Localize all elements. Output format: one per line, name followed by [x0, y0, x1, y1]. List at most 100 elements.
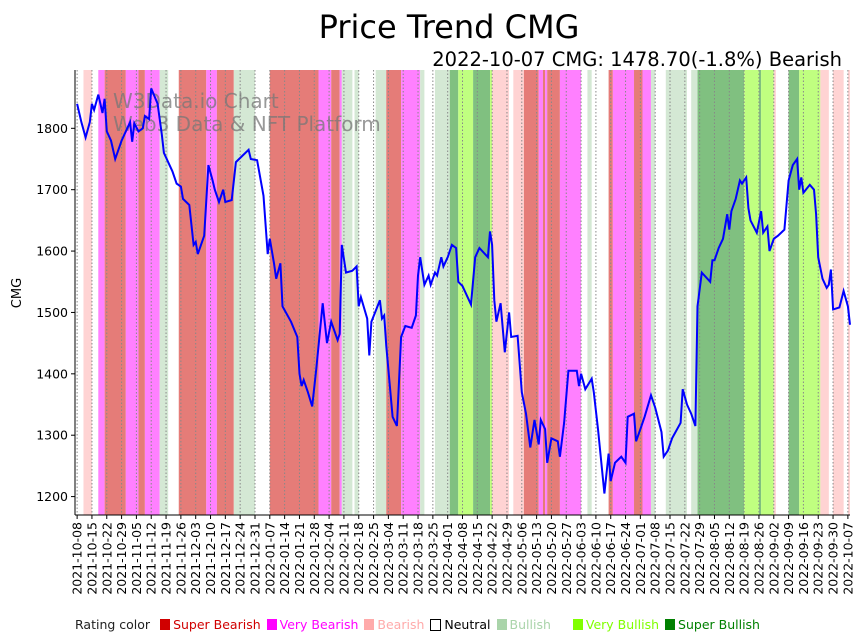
x-tick-label: 2022-10-07	[840, 522, 855, 595]
y-tick-label: 1300	[36, 428, 68, 443]
x-tick-label: 2021-12-31	[247, 522, 262, 595]
band-very-bullish	[799, 70, 821, 515]
band-very-bearish	[401, 70, 421, 515]
x-tick-label: 2021-11-12	[144, 522, 159, 595]
legend-item-super-bullish: Super Bullish	[665, 617, 760, 632]
band-very-bearish	[545, 70, 548, 515]
band-very-bullish	[744, 70, 759, 515]
band-very-bearish	[98, 70, 105, 515]
x-tick-label: 2022-07-01	[633, 522, 648, 595]
legend-label: Super Bearish	[173, 617, 261, 632]
legend-swatch	[665, 619, 676, 630]
x-tick-label: 2022-04-15	[470, 522, 485, 595]
axes: 2021-10-08 2021-10-15 2021-10-22 2021-10-29…	[36, 70, 855, 595]
x-tick-label: 2021-11-19	[159, 522, 174, 595]
y-axis-label: CMG	[10, 278, 25, 308]
band-very-bearish	[206, 70, 217, 515]
x-tick-label: 2022-07-08	[648, 522, 663, 595]
watermark-line-2: Web3 Data & NFT Platform	[113, 112, 381, 136]
x-tick-label: 2021-10-08	[70, 522, 85, 595]
band-super-bullish	[473, 70, 491, 515]
legend-swatch	[160, 619, 171, 630]
x-tick-label: 2022-02-04	[322, 522, 337, 595]
y-tick-label: 1700	[36, 182, 68, 197]
x-tick-label: 2021-10-15	[84, 522, 99, 595]
x-tick-label: 2021-11-05	[129, 522, 144, 595]
legend-item-very-bullish: Very Bullish	[572, 617, 660, 632]
x-tick-label: 2021-12-17	[218, 522, 233, 595]
legend-item-super-bearish: Super Bearish	[160, 617, 261, 632]
x-tick-label: 2022-05-13	[529, 522, 544, 595]
legend-swatch	[364, 619, 375, 630]
x-tick-label: 2022-01-07	[262, 522, 277, 595]
x-tick-label: 2022-09-16	[796, 522, 811, 595]
x-tick-label: 2022-01-14	[277, 522, 292, 595]
x-tick-label: 2022-06-24	[618, 522, 633, 595]
band-super-bearish	[542, 70, 546, 515]
band-super-bearish	[547, 70, 560, 515]
band-very-bearish	[559, 70, 582, 515]
x-tick-label: 2022-07-22	[677, 522, 692, 595]
band-bullish	[650, 70, 656, 515]
x-tick-label: 2022-01-21	[292, 522, 307, 595]
legend: Rating color Super Bearish Very Bearish Be…	[75, 617, 766, 632]
x-tick-label: 2022-04-01	[440, 522, 455, 595]
legend-item-very-bearish: Very Bearish	[266, 617, 359, 632]
legend-label: Bullish	[509, 617, 551, 632]
legend-item-bearish: Bearish	[364, 617, 424, 632]
chart-subtitle: 2022-10-07 CMG: 1478.70(-1.8%) Bearish	[432, 48, 842, 71]
x-tick-label: 2022-04-22	[485, 522, 500, 595]
x-tick-label: 2022-08-12	[722, 522, 737, 595]
band-very-bearish	[125, 70, 139, 515]
band-bearish	[513, 70, 524, 515]
x-tick-label: 2022-04-29	[499, 522, 514, 595]
x-tick-label: 2022-09-30	[826, 522, 841, 595]
y-tick-label: 1200	[36, 489, 68, 504]
x-tick-label: 2022-06-17	[603, 522, 618, 595]
watermark-line-1: W3Data.io Chart	[113, 89, 279, 113]
watermark: W3Data.io Chart Web3 Data & NFT Platform	[113, 89, 381, 136]
legend-item-neutral: Neutral	[430, 617, 491, 632]
band-bullish	[233, 70, 255, 515]
x-tick-label: 2022-02-18	[351, 522, 366, 595]
band-bullish	[159, 70, 169, 515]
band-bearish	[847, 70, 850, 515]
legend-label: Very Bullish	[585, 617, 660, 632]
band-very-bearish	[538, 70, 543, 515]
band-bearish	[833, 70, 844, 515]
x-tick-label: 2022-07-29	[692, 522, 707, 595]
band-super-bullish	[449, 70, 459, 515]
x-tick-label: 2022-05-06	[514, 522, 529, 595]
band-bullish	[354, 70, 359, 515]
x-tick-label: 2021-10-22	[99, 522, 114, 595]
x-tick-label: 2021-12-24	[233, 522, 248, 595]
legend-label: Very Bearish	[279, 617, 359, 632]
legend-swatch	[496, 619, 507, 630]
price-line	[76, 88, 851, 494]
band-super-bearish	[178, 70, 207, 515]
x-tick-label: 2021-12-10	[203, 522, 218, 595]
band-very-bearish	[612, 70, 635, 515]
band-super-bearish	[104, 70, 126, 515]
band-super-bullish	[758, 70, 762, 515]
x-tick-label: 2022-09-09	[781, 522, 796, 595]
band-bearish	[492, 70, 510, 515]
x-tick-label: 2022-03-18	[411, 522, 426, 595]
band-very-bearish	[642, 70, 651, 515]
band-super-bearish	[523, 70, 539, 515]
legend-swatch	[430, 618, 442, 631]
chart-title: Price Trend CMG	[319, 8, 580, 46]
x-tick-label: 2022-02-11	[336, 522, 351, 595]
legend-item-bullish: Bullish	[496, 617, 551, 632]
band-super-bearish	[138, 70, 145, 515]
band-bullish	[341, 70, 353, 515]
legend-swatch	[572, 619, 583, 630]
band-super-bullish	[697, 70, 745, 515]
band-super-bearish	[331, 70, 340, 515]
band-bullish	[691, 70, 698, 515]
band-super-bullish	[788, 70, 800, 515]
band-super-bearish	[216, 70, 234, 515]
x-tick-label: 2021-10-29	[114, 522, 129, 595]
x-tick-label: 2022-08-19	[737, 522, 752, 595]
